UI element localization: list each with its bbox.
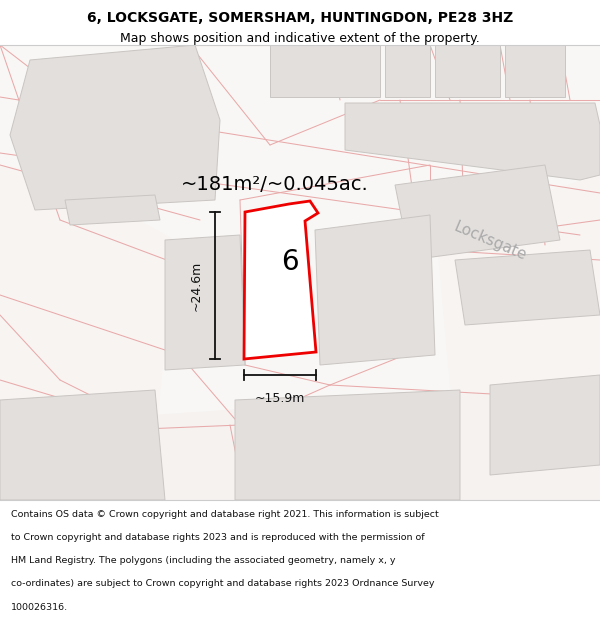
Text: to Crown copyright and database rights 2023 and is reproduced with the permissio: to Crown copyright and database rights 2… <box>11 533 424 542</box>
Polygon shape <box>235 390 460 500</box>
Polygon shape <box>65 195 160 225</box>
Text: Contains OS data © Crown copyright and database right 2021. This information is : Contains OS data © Crown copyright and d… <box>11 510 439 519</box>
Text: HM Land Registry. The polygons (including the associated geometry, namely x, y: HM Land Registry. The polygons (includin… <box>11 556 395 565</box>
Polygon shape <box>165 235 245 370</box>
Text: Locksgate: Locksgate <box>451 219 529 263</box>
Text: co-ordinates) are subject to Crown copyright and database rights 2023 Ordnance S: co-ordinates) are subject to Crown copyr… <box>11 579 434 588</box>
Polygon shape <box>345 103 600 180</box>
Polygon shape <box>435 45 500 97</box>
Text: ~15.9m: ~15.9m <box>255 392 305 405</box>
Text: ~181m²/~0.045ac.: ~181m²/~0.045ac. <box>181 176 369 194</box>
Polygon shape <box>270 45 380 97</box>
Polygon shape <box>0 390 165 500</box>
Polygon shape <box>385 45 430 97</box>
Polygon shape <box>0 385 600 500</box>
Polygon shape <box>315 215 435 365</box>
Polygon shape <box>0 45 600 625</box>
Text: 6, LOCKSGATE, SOMERSHAM, HUNTINGDON, PE28 3HZ: 6, LOCKSGATE, SOMERSHAM, HUNTINGDON, PE2… <box>87 11 513 25</box>
Polygon shape <box>490 375 600 475</box>
Text: 100026316.: 100026316. <box>11 602 68 611</box>
Text: 6: 6 <box>281 248 298 276</box>
Polygon shape <box>455 250 600 325</box>
Polygon shape <box>0 45 290 205</box>
Polygon shape <box>244 201 318 359</box>
Polygon shape <box>395 165 560 260</box>
Polygon shape <box>505 45 565 97</box>
Text: Map shows position and indicative extent of the property.: Map shows position and indicative extent… <box>120 32 480 46</box>
Polygon shape <box>0 45 600 275</box>
Polygon shape <box>150 165 460 500</box>
Text: ~24.6m: ~24.6m <box>190 261 203 311</box>
Polygon shape <box>10 45 220 210</box>
